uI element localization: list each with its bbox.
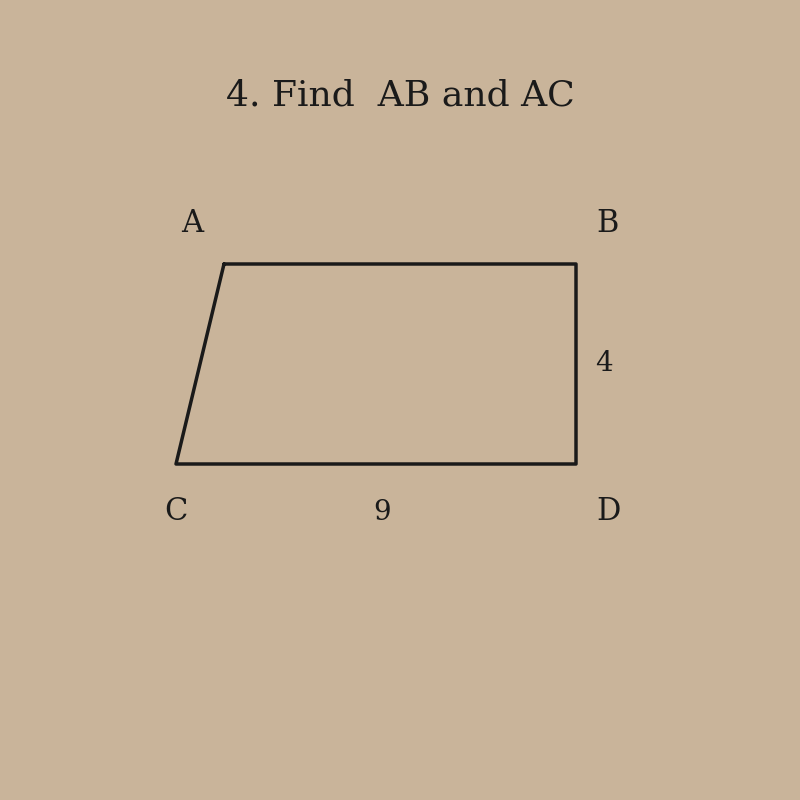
Text: 4: 4: [595, 350, 613, 378]
Text: A: A: [181, 209, 203, 239]
Text: D: D: [596, 497, 620, 527]
Text: 4. Find  AB and AC: 4. Find AB and AC: [226, 79, 574, 113]
Text: C: C: [164, 497, 188, 527]
Text: B: B: [597, 209, 619, 239]
Text: 9: 9: [374, 498, 391, 526]
